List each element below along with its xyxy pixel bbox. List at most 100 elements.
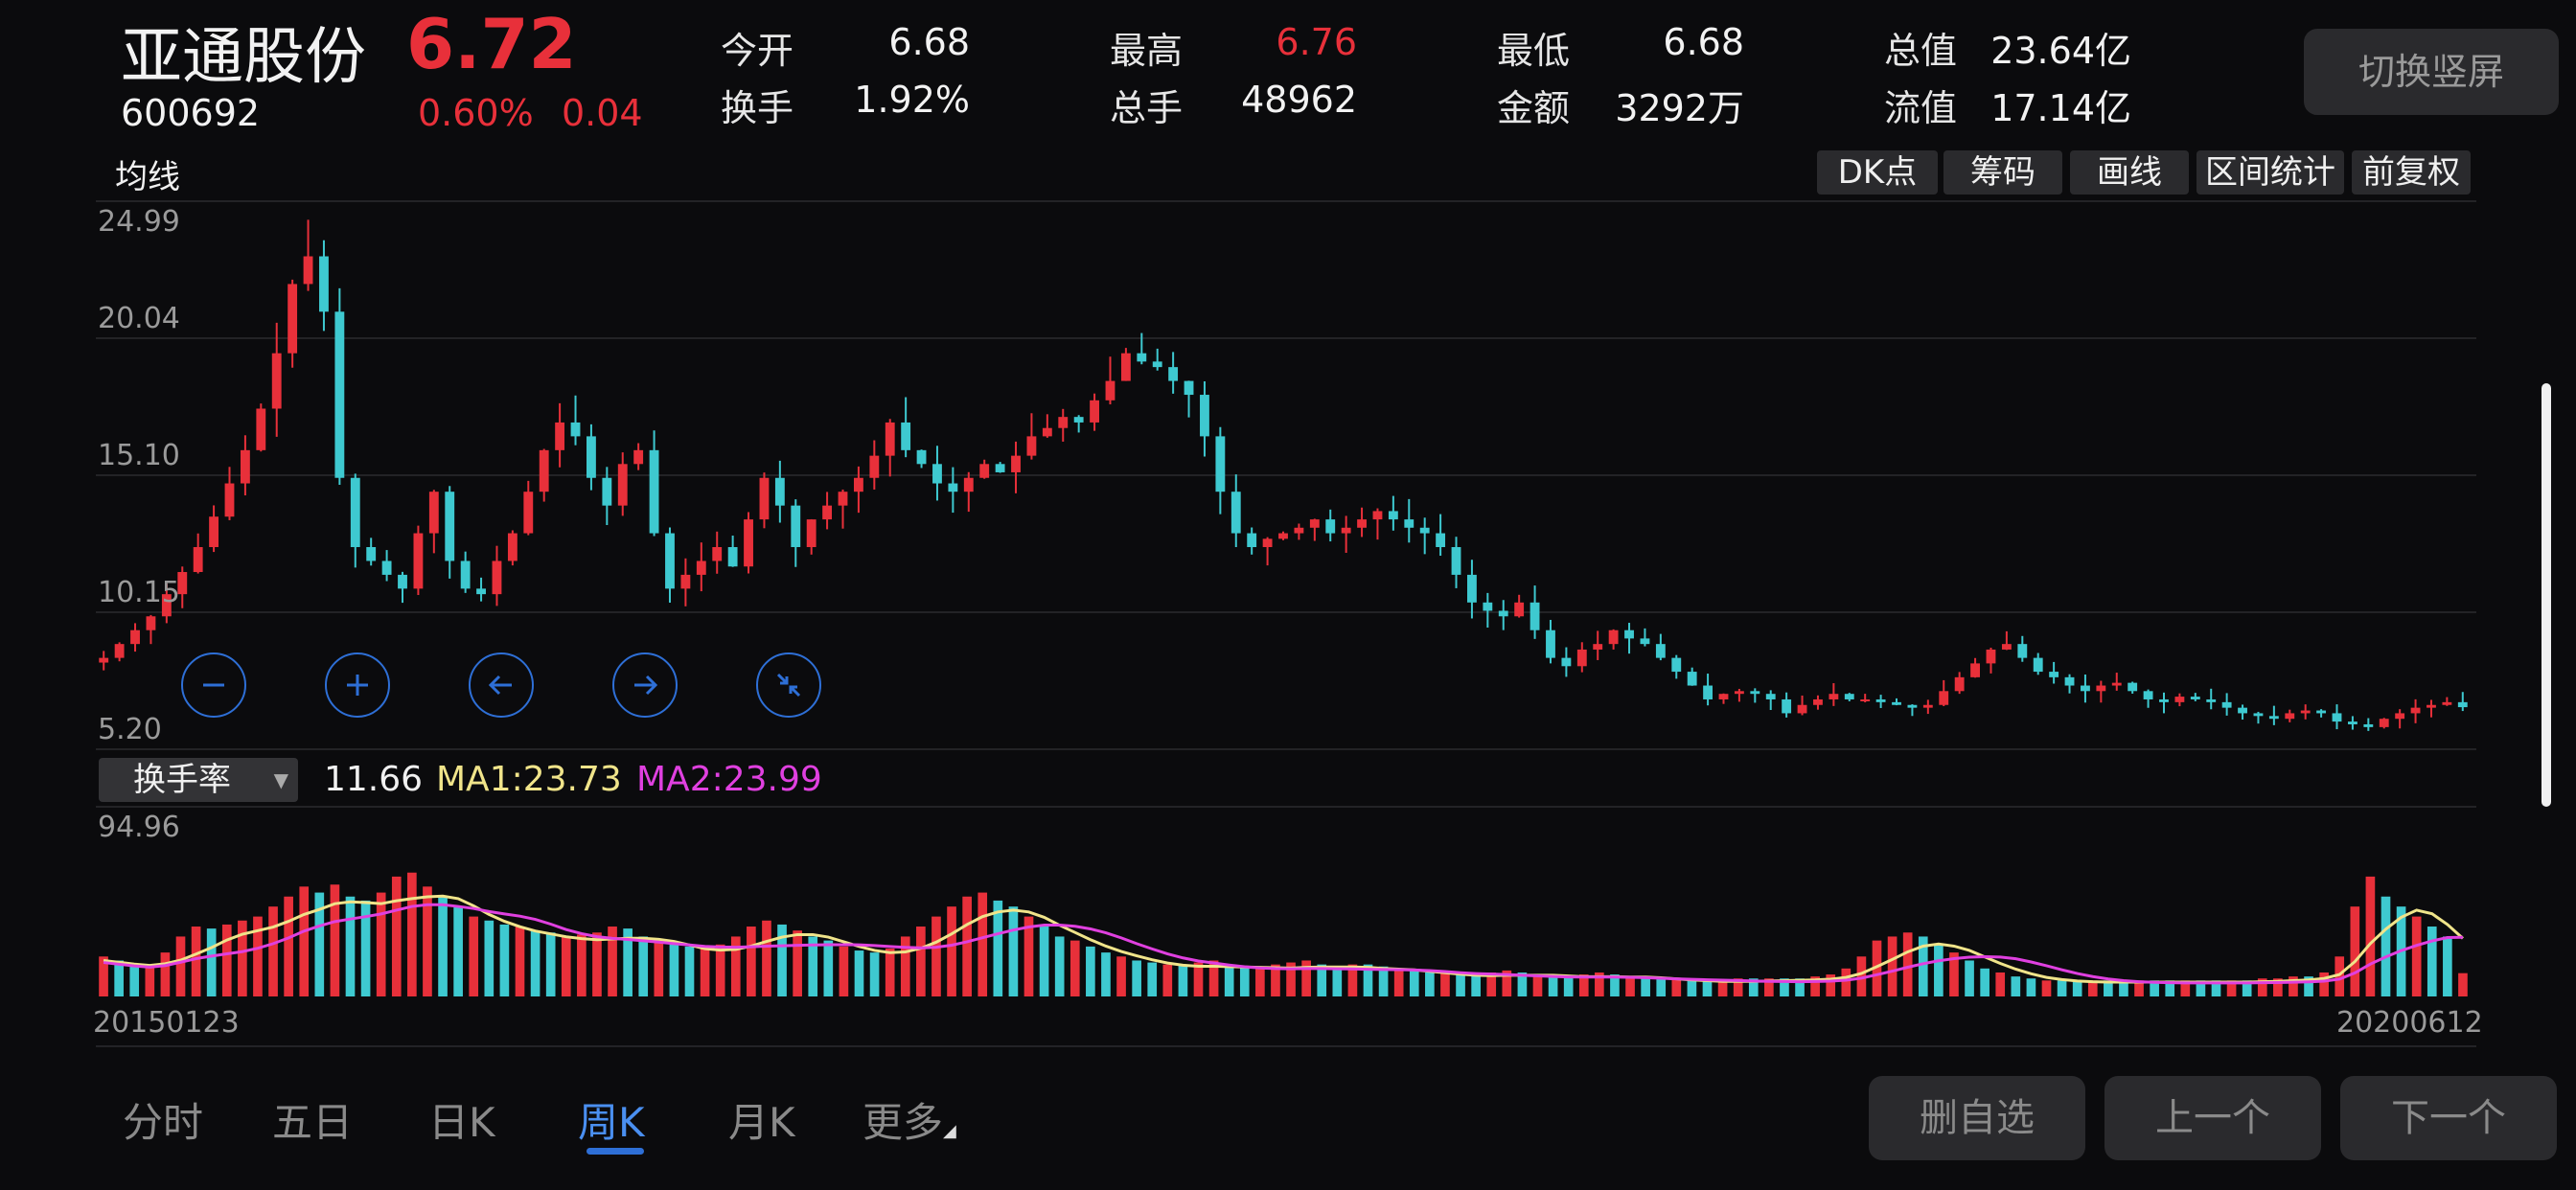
turnover-bar bbox=[391, 876, 402, 996]
turnover-bar bbox=[2411, 916, 2422, 996]
turnover-bar bbox=[2165, 980, 2175, 996]
turnover-bar bbox=[1286, 962, 1296, 996]
candle-body bbox=[1703, 685, 1714, 699]
candle-body bbox=[853, 477, 863, 492]
ma2-line bbox=[103, 903, 2463, 985]
turnover-bar bbox=[993, 900, 1003, 996]
stock-code: 600692 bbox=[121, 92, 261, 134]
low-value: 6.68 bbox=[1663, 21, 1744, 63]
turnover-bar bbox=[1024, 916, 1034, 996]
indicator-name: 换手率 bbox=[133, 761, 231, 799]
turnover-bar bbox=[545, 932, 556, 996]
turnover-bar bbox=[1393, 968, 1404, 996]
turnover-bar bbox=[2304, 976, 2313, 996]
next-button[interactable]: 下一个 bbox=[2340, 1076, 2557, 1160]
amount-label: 金额 bbox=[1497, 87, 1571, 129]
tab-weekly-k[interactable]: 周K bbox=[578, 1099, 645, 1146]
turnover-bar bbox=[839, 946, 849, 996]
turnover-bar bbox=[330, 884, 340, 996]
pan-left-icon[interactable] bbox=[469, 652, 534, 718]
turnover-bar bbox=[1086, 946, 1095, 996]
turnover-bar bbox=[1764, 978, 1774, 996]
candle-body bbox=[1357, 519, 1367, 528]
turnover-bar bbox=[1239, 966, 1250, 996]
range-stats-button[interactable]: 区间统计 bbox=[2196, 150, 2344, 195]
scrollbar[interactable] bbox=[2542, 383, 2551, 807]
turnover-bar bbox=[608, 927, 617, 996]
candle-body bbox=[1498, 610, 1508, 617]
turnover-bar bbox=[2119, 980, 2128, 996]
turnover-bar bbox=[2026, 978, 2036, 996]
turnover-bar bbox=[932, 916, 941, 996]
candle-body bbox=[1011, 455, 1021, 472]
turnover-bar bbox=[700, 948, 710, 996]
candle-body bbox=[1042, 427, 1052, 437]
turnover-bar bbox=[1039, 927, 1049, 996]
candle-body bbox=[1734, 691, 1744, 695]
switch-portrait-button[interactable]: 切换竖屏 bbox=[2304, 29, 2559, 115]
draw-line-button[interactable]: 画线 bbox=[2070, 150, 2189, 195]
tab-five-day[interactable]: 五日 bbox=[272, 1099, 354, 1146]
candle-body bbox=[271, 353, 282, 409]
pan-right-icon[interactable] bbox=[612, 652, 678, 718]
candle-body bbox=[1576, 649, 1587, 667]
turnover-bar bbox=[1856, 956, 1867, 996]
previous-button[interactable]: 上一个 bbox=[2104, 1076, 2321, 1160]
turnover-bar bbox=[1918, 936, 1928, 996]
candle-body bbox=[680, 574, 691, 589]
tab-more[interactable]: 更多◢ bbox=[862, 1090, 956, 1149]
turnover-bar bbox=[1810, 976, 1820, 996]
candle-body bbox=[916, 449, 927, 465]
turnover-bar bbox=[900, 936, 910, 996]
turnover-bar bbox=[2380, 896, 2391, 996]
candle-body bbox=[1860, 698, 1871, 701]
candle-body bbox=[712, 547, 723, 561]
candle-body bbox=[932, 464, 942, 484]
candle-body bbox=[2174, 697, 2185, 702]
turnover-bar bbox=[1255, 966, 1265, 996]
candle-body bbox=[1436, 533, 1446, 548]
tab-daily-k[interactable]: 日K bbox=[428, 1099, 495, 1146]
candle-body bbox=[1765, 694, 1776, 699]
turnover-bar bbox=[2426, 927, 2437, 996]
candle-body bbox=[476, 588, 486, 595]
candle-body bbox=[1875, 698, 1886, 702]
ma-label[interactable]: 均线 bbox=[115, 158, 180, 196]
indicator-select[interactable]: 换手率 ▼ bbox=[99, 758, 298, 802]
dk-point-button[interactable]: DK点 bbox=[1817, 150, 1938, 195]
turnover-bar bbox=[345, 896, 356, 996]
remove-watchlist-button[interactable]: 删自选 bbox=[1869, 1076, 2085, 1160]
chips-button[interactable]: 筹码 bbox=[1944, 150, 2062, 195]
candle-body bbox=[1215, 436, 1226, 492]
turnover-bar bbox=[1532, 974, 1543, 996]
candle-body bbox=[2206, 698, 2217, 702]
turnover-bar bbox=[1440, 972, 1450, 996]
candle-body bbox=[1105, 380, 1116, 400]
turnover-bar bbox=[114, 960, 124, 996]
turnover-bar bbox=[2180, 980, 2191, 996]
candle-body bbox=[99, 657, 109, 663]
candle-body bbox=[1483, 602, 1493, 611]
turnover-bar bbox=[1332, 966, 1343, 996]
tab-intraday[interactable]: 分时 bbox=[123, 1099, 204, 1146]
tab-monthly-k[interactable]: 月K bbox=[728, 1099, 795, 1146]
price-tick-3: 15.10 bbox=[98, 439, 180, 472]
turnover-bar bbox=[978, 892, 988, 996]
candle-body bbox=[1561, 657, 1572, 667]
candle-body bbox=[806, 519, 816, 548]
candle-body bbox=[2457, 701, 2468, 708]
turnover-bar bbox=[1502, 970, 1512, 996]
forward-adjust-button[interactable]: 前复权 bbox=[2352, 150, 2471, 195]
turnover-bar bbox=[145, 966, 155, 996]
turnover-bar bbox=[2041, 980, 2052, 996]
collapse-icon[interactable] bbox=[756, 652, 821, 718]
candle-body bbox=[1168, 367, 1179, 381]
candle-body bbox=[2049, 672, 2059, 677]
turnover-bar bbox=[238, 920, 247, 996]
candle-body bbox=[1892, 701, 1901, 705]
zoom-out-icon[interactable] bbox=[181, 652, 246, 718]
turnover-bar bbox=[484, 920, 494, 996]
zoom-in-icon[interactable] bbox=[325, 652, 390, 718]
candle-body bbox=[2426, 704, 2436, 708]
